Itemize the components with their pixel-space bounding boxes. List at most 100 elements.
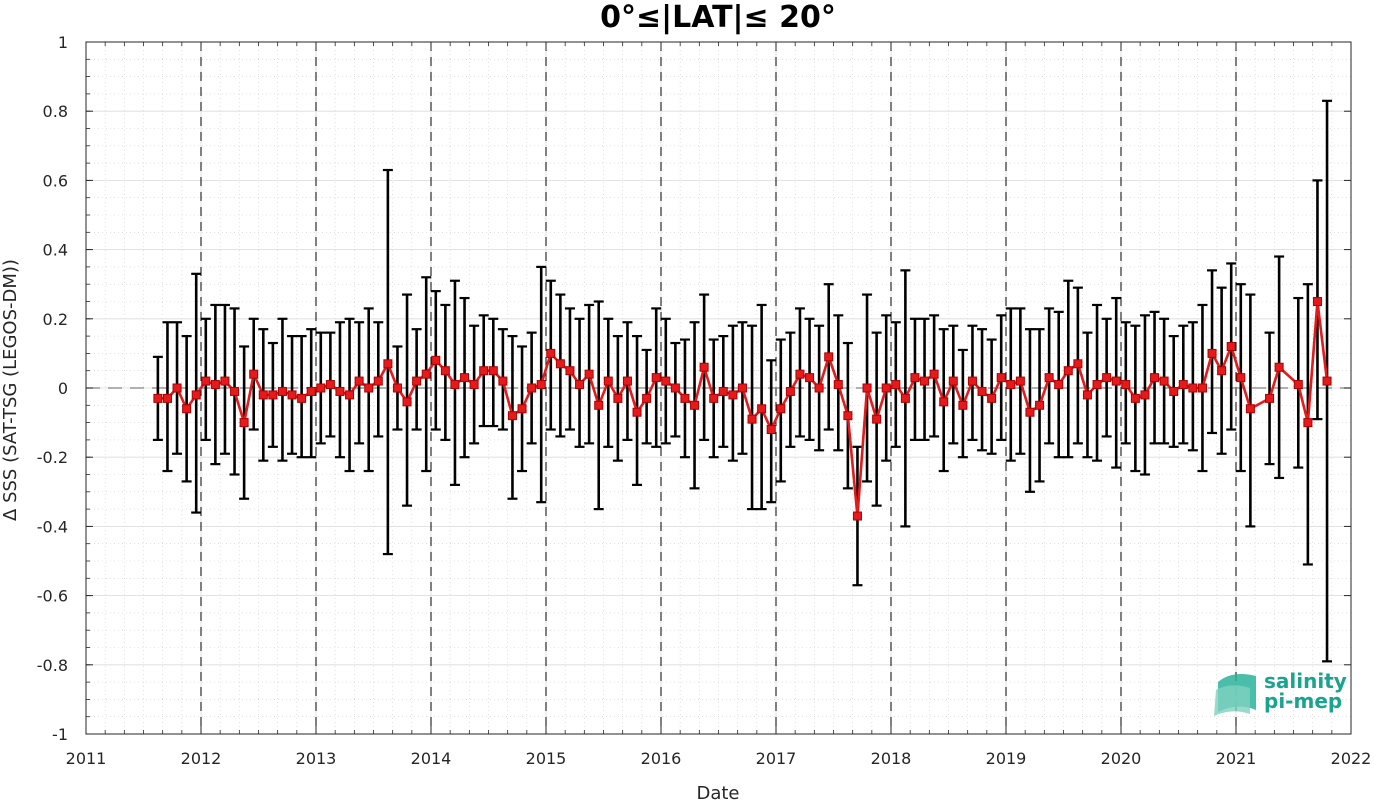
data-point-marker xyxy=(469,380,479,390)
x-tick-label: 2017 xyxy=(756,749,797,768)
x-axis-label: Date xyxy=(696,783,739,801)
y-tick-label: 0.8 xyxy=(43,102,68,121)
data-point-marker xyxy=(642,393,652,403)
data-point-marker xyxy=(1130,393,1140,403)
data-point-marker xyxy=(1236,373,1246,383)
y-tick-label: 0 xyxy=(58,379,68,398)
data-point-marker xyxy=(1245,404,1255,414)
data-point-marker xyxy=(306,386,316,396)
data-point-marker xyxy=(546,348,556,358)
data-point-marker xyxy=(1140,390,1150,400)
data-point-marker xyxy=(460,373,470,383)
data-point-marker xyxy=(421,369,431,379)
data-point-marker xyxy=(900,393,910,403)
data-point-marker xyxy=(249,369,259,379)
data-point-marker xyxy=(431,355,441,365)
data-point-marker xyxy=(182,404,192,414)
data-point-marker xyxy=(613,393,623,403)
data-point-marker xyxy=(718,386,728,396)
salinity-pi-mep-logo: salinity pi-mep xyxy=(1214,669,1347,716)
data-point-marker xyxy=(1092,380,1102,390)
data-point-marker xyxy=(680,393,690,403)
logo-wave-icon-back xyxy=(1214,685,1250,716)
data-point-marker xyxy=(1102,373,1112,383)
data-point-marker xyxy=(690,400,700,410)
y-tick-label: -0.6 xyxy=(37,587,68,606)
y-tick-label: 0.2 xyxy=(43,310,68,329)
data-point-marker xyxy=(498,376,508,386)
data-point-marker xyxy=(201,376,211,386)
y-tick-label: -0.8 xyxy=(37,656,68,675)
data-point-marker xyxy=(316,383,326,393)
data-point-marker xyxy=(728,390,738,400)
logo-text-salinity: salinity xyxy=(1264,669,1347,693)
data-point-marker xyxy=(987,393,997,403)
chart-title: 0°≤|LAT|≤ 20° xyxy=(600,0,836,35)
data-point-marker xyxy=(1322,376,1332,386)
data-point-marker xyxy=(1303,418,1313,428)
data-point-marker xyxy=(364,383,374,393)
data-point-marker xyxy=(479,366,489,376)
data-point-marker xyxy=(1082,390,1092,400)
data-point-marker xyxy=(555,359,565,369)
data-point-marker xyxy=(1159,376,1169,386)
data-point-marker xyxy=(258,390,268,400)
data-point-marker xyxy=(325,380,335,390)
data-point-marker xyxy=(852,511,862,521)
y-tick-label: 0.6 xyxy=(43,171,68,190)
data-point-marker xyxy=(977,386,987,396)
data-point-marker xyxy=(747,414,757,424)
data-point-marker xyxy=(488,366,498,376)
data-point-marker xyxy=(785,386,795,396)
data-point-marker xyxy=(402,397,412,407)
x-tick-label: 2019 xyxy=(986,749,1027,768)
data-point-marker xyxy=(172,383,182,393)
data-point-marker xyxy=(584,369,594,379)
data-point-marker xyxy=(958,400,968,410)
data-point-marker xyxy=(805,373,815,383)
data-point-marker xyxy=(594,400,604,410)
y-tick-label: -0.4 xyxy=(37,517,68,536)
data-point-marker xyxy=(776,404,786,414)
data-point-marker xyxy=(910,373,920,383)
data-point-marker xyxy=(575,380,585,390)
x-tick-label: 2012 xyxy=(181,749,222,768)
data-point-marker xyxy=(1111,376,1121,386)
y-tick-label: -0.2 xyxy=(37,448,68,467)
y-tick-label: 1 xyxy=(58,33,68,52)
data-point-marker xyxy=(354,376,364,386)
data-point-marker xyxy=(440,366,450,376)
data-point-marker xyxy=(824,352,834,362)
tick-label-layer: 1 0.8 0.6 0.4 0.2 0 -0.2 -0.4 -0.6 -0.8 -1 2011 2012… xyxy=(37,33,1372,768)
data-point-marker xyxy=(373,376,383,386)
data-point-marker xyxy=(268,390,278,400)
data-point-marker xyxy=(881,383,891,393)
series-layer xyxy=(153,297,1332,521)
data-point-marker xyxy=(1073,359,1083,369)
data-point-marker xyxy=(1197,383,1207,393)
data-point-marker xyxy=(1054,380,1064,390)
data-point-marker xyxy=(661,376,671,386)
data-point-marker xyxy=(891,380,901,390)
data-point-marker xyxy=(670,383,680,393)
data-point-marker xyxy=(699,362,709,372)
data-point-marker xyxy=(929,369,939,379)
data-point-marker xyxy=(230,386,240,396)
data-point-marker xyxy=(622,376,632,386)
data-point-marker xyxy=(517,404,527,414)
x-tick-label: 2016 xyxy=(641,749,682,768)
data-point-marker xyxy=(603,376,613,386)
data-point-marker xyxy=(862,383,872,393)
data-point-marker xyxy=(766,425,776,435)
x-tick-label: 2020 xyxy=(1101,749,1142,768)
x-tick-label: 2021 xyxy=(1216,749,1257,768)
data-point-marker xyxy=(1312,297,1322,306)
data-point-marker xyxy=(1207,348,1217,358)
x-tick-label: 2013 xyxy=(296,749,337,768)
data-point-marker xyxy=(996,373,1006,383)
y-tick-label: 0.4 xyxy=(43,241,68,260)
data-point-marker xyxy=(335,386,345,396)
data-point-marker xyxy=(1044,373,1054,383)
data-point-marker xyxy=(345,390,355,400)
data-point-marker xyxy=(967,376,977,386)
